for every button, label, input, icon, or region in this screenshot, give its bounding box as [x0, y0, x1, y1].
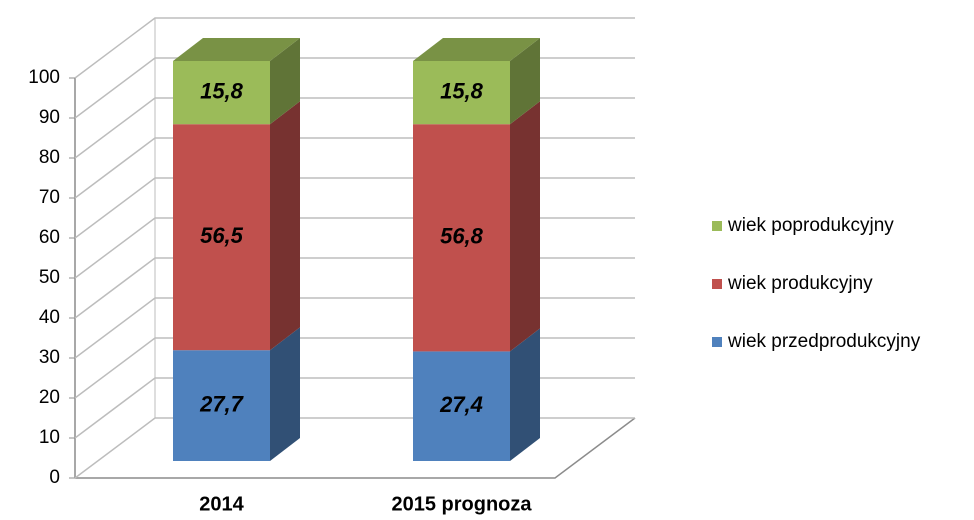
y-tick-label: 60 [39, 227, 60, 248]
legend-label: wiek poprodukcyjny [727, 215, 894, 236]
bar-side [510, 101, 540, 352]
grid-line [74, 177, 635, 239]
bar-top [413, 38, 540, 61]
grid-line [74, 337, 635, 399]
grid-line [74, 257, 635, 319]
y-tick-label: 100 [28, 67, 60, 88]
bar-side [510, 38, 540, 125]
bar-front [413, 124, 510, 352]
bar-front [173, 61, 270, 125]
data-label: 27,7 [199, 391, 245, 416]
y-tick-label: 80 [39, 147, 60, 168]
legend-swatch [712, 221, 722, 231]
legend-label: wiek produkcyjny [727, 273, 873, 294]
x-tick-label: 2014 [199, 493, 244, 515]
y-tick-label: 0 [49, 467, 60, 488]
grid-line [74, 57, 635, 119]
bar-front [173, 350, 270, 461]
x-tick-label: 2015 prognoza [391, 493, 532, 515]
grid-line [74, 377, 635, 439]
floor-edge [75, 417, 636, 479]
y-tick-label: 30 [39, 347, 60, 368]
data-label: 56,8 [440, 224, 484, 249]
bar-side [270, 327, 300, 461]
legend-label: wiek przedprodukcyjny [727, 331, 921, 352]
data-label: 27,4 [439, 392, 483, 417]
legend-swatch [712, 337, 722, 347]
bar-front [413, 61, 510, 125]
grid-line [74, 137, 635, 199]
y-tick-label: 70 [39, 187, 60, 208]
grid-line [74, 297, 635, 359]
bar-front [413, 351, 510, 461]
bar-top [173, 38, 300, 61]
data-label: 15,8 [440, 78, 484, 103]
grid-line [74, 97, 635, 159]
grid-line [74, 17, 635, 79]
data-label: 15,8 [200, 78, 244, 103]
y-tick-label: 90 [39, 107, 60, 128]
y-tick-label: 40 [39, 307, 60, 328]
data-label: 56,5 [200, 223, 244, 248]
grid-line [74, 417, 635, 479]
bar-front [173, 124, 270, 351]
grid-line [74, 217, 635, 279]
bar-side [510, 328, 540, 461]
bar-side [270, 38, 300, 125]
y-tick-label: 50 [39, 267, 60, 288]
y-tick-label: 10 [39, 427, 60, 448]
y-tick-label: 20 [39, 387, 60, 408]
legend-swatch [712, 279, 722, 289]
bar-side [270, 101, 300, 351]
